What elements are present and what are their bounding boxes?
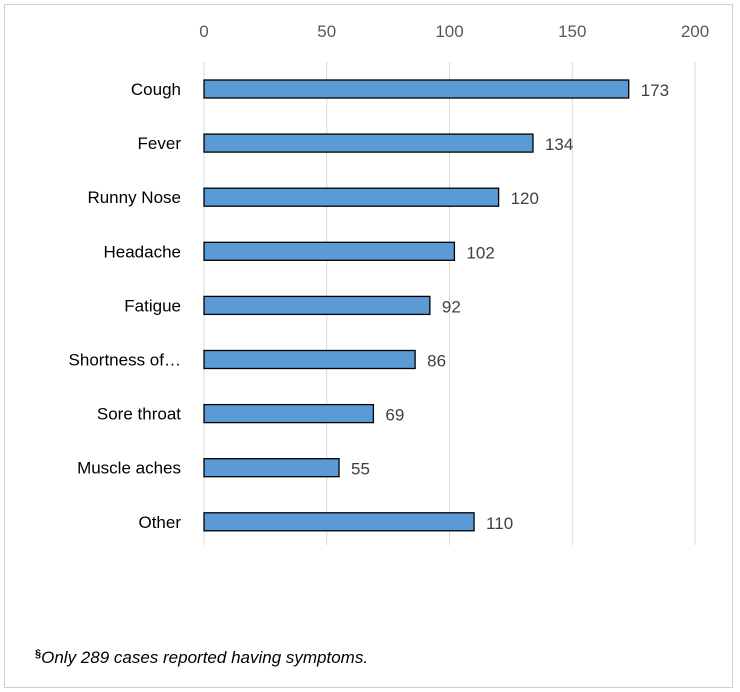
bar bbox=[203, 458, 340, 478]
x-tick-label: 150 bbox=[558, 22, 586, 41]
bar bbox=[203, 349, 416, 370]
bar bbox=[203, 295, 431, 316]
category-label: Shortness of… bbox=[69, 351, 181, 370]
footnote-marker: § bbox=[35, 648, 42, 660]
x-tick-label: 200 bbox=[681, 22, 709, 41]
category-label: Fever bbox=[138, 134, 182, 153]
x-tick-label: 50 bbox=[317, 22, 336, 41]
chart-frame bbox=[4, 4, 733, 688]
data-label: 120 bbox=[511, 189, 539, 208]
data-label: 102 bbox=[466, 243, 494, 262]
data-label: 86 bbox=[427, 352, 446, 371]
x-tick-label: 100 bbox=[435, 22, 463, 41]
data-label: 134 bbox=[545, 135, 573, 154]
footnote-text: Only 289 cases reported having symptoms. bbox=[41, 648, 369, 667]
category-label: Cough bbox=[131, 80, 181, 99]
data-label: 173 bbox=[641, 81, 669, 100]
data-label: 110 bbox=[486, 514, 513, 533]
bar bbox=[203, 403, 375, 424]
category-label: Sore throat bbox=[97, 405, 181, 424]
data-label: 55 bbox=[351, 460, 370, 479]
bar bbox=[203, 512, 475, 532]
bar bbox=[203, 79, 630, 99]
bar bbox=[203, 133, 534, 153]
category-label: Headache bbox=[103, 242, 181, 261]
data-label: 69 bbox=[385, 406, 404, 425]
category-label: Runny Nose bbox=[87, 188, 181, 207]
bar bbox=[203, 241, 456, 261]
category-label: Muscle aches bbox=[77, 459, 181, 478]
x-tick-label: 0 bbox=[199, 22, 208, 41]
category-label: Other bbox=[138, 513, 181, 532]
data-label: 92 bbox=[442, 297, 461, 316]
bar bbox=[203, 187, 500, 207]
footnote: §Only 289 cases reported having symptoms… bbox=[35, 648, 368, 668]
category-label: Fatigue bbox=[124, 296, 181, 315]
